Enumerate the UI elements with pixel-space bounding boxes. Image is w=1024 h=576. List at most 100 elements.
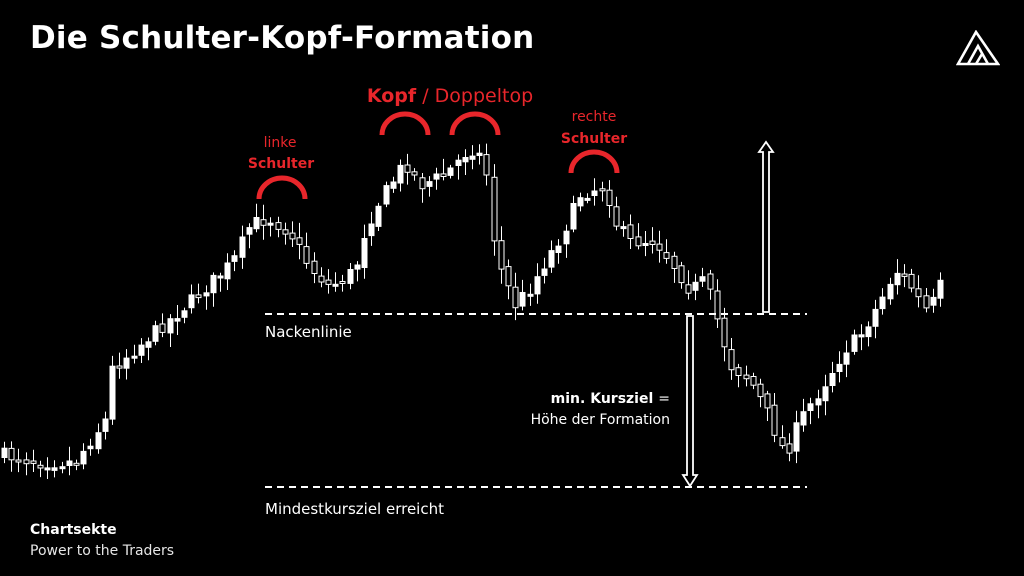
candle-body [203, 292, 210, 297]
candle-body [915, 288, 922, 298]
candle-body [51, 467, 58, 471]
candle-body [404, 164, 411, 173]
candle-body [102, 418, 109, 432]
candle-body [159, 323, 166, 333]
candle-body [527, 293, 534, 297]
target-reached-label: Mindestkursziel erreicht [265, 500, 444, 518]
candle-body [95, 432, 102, 450]
candle-body [318, 275, 325, 283]
candle-body [937, 279, 944, 299]
candle-body [649, 240, 656, 246]
candle-body [368, 223, 375, 237]
candle-body [707, 273, 714, 290]
candle-body [339, 281, 346, 284]
candle-body [800, 411, 807, 426]
candle-body [289, 232, 296, 240]
candle-body [620, 226, 627, 230]
candle-body [167, 318, 174, 334]
neckline-label: Nackenlinie [265, 323, 352, 341]
candle-body [714, 290, 721, 320]
candle-body [923, 295, 930, 309]
candle-body [656, 243, 663, 251]
brand-name: Chartsekte [30, 522, 117, 538]
candle-body [145, 341, 152, 348]
candle-body [577, 197, 584, 207]
candle-body [217, 275, 224, 279]
candle-body [253, 217, 260, 230]
candle-body [685, 284, 692, 294]
candle-body [303, 246, 310, 264]
candle-body [606, 189, 613, 206]
left-shoulder-label-top: linke [264, 135, 297, 151]
candle-body [613, 206, 620, 227]
candle-body [483, 154, 490, 176]
candle-body [23, 459, 30, 465]
candle-body [296, 237, 303, 245]
candle-body [901, 273, 908, 277]
candle-body [822, 386, 829, 402]
candle-body [930, 296, 937, 306]
candle-body [195, 294, 202, 299]
candle-body [131, 355, 138, 359]
candle-body [771, 404, 778, 436]
candle-body [152, 325, 159, 342]
candle-body [872, 308, 879, 327]
candle-body [570, 203, 577, 230]
candle-body [411, 171, 418, 176]
candle-body [793, 422, 800, 452]
candle-body [426, 181, 433, 187]
candle-body [534, 276, 541, 295]
candle-body [743, 374, 750, 380]
candle-body [282, 229, 289, 235]
candle-body [584, 197, 591, 201]
candle-body [519, 292, 526, 307]
candle-body [440, 173, 447, 177]
chartsekte-logo-icon [956, 30, 1000, 66]
candle-body [548, 250, 555, 268]
candle-body [699, 276, 706, 282]
candle-body [786, 443, 793, 454]
candle-body [836, 363, 843, 372]
candle-body [807, 403, 814, 411]
candle-body [505, 266, 512, 287]
candle-body [231, 255, 238, 262]
target-distance-arrow [681, 315, 699, 488]
left-shoulder-label-bottom: Schulter [248, 156, 314, 172]
target-label-bold: min. Kursziel [551, 391, 654, 407]
candle-body [80, 450, 87, 465]
candle-body [66, 460, 73, 466]
candle-body [15, 459, 22, 463]
candle-body [764, 393, 771, 409]
candle-body [354, 264, 361, 270]
candle-body [1, 447, 8, 459]
candle-body [188, 294, 195, 309]
candle-body [332, 283, 339, 287]
candle-body [138, 344, 145, 356]
candle-body [8, 447, 15, 461]
candle-body [908, 273, 915, 289]
candle-body [181, 310, 188, 318]
candle-body [491, 176, 498, 242]
candle-body [311, 260, 318, 275]
brand-tagline: Power to the Traders [30, 543, 175, 559]
candle-body [246, 227, 253, 235]
candle-body [174, 318, 181, 322]
candle-body [375, 205, 382, 227]
candle-body [591, 190, 598, 196]
candle-body [59, 466, 66, 470]
candle-body [750, 376, 757, 386]
candle-body [879, 296, 886, 310]
candle-body [678, 265, 685, 284]
candle-body [44, 467, 51, 471]
candle-body [728, 349, 735, 371]
candle-body [563, 230, 570, 245]
head-label: Kopf / Doppeltop [367, 85, 533, 107]
candle-body [512, 286, 519, 309]
candle-body [815, 398, 822, 406]
candle-body [347, 269, 354, 284]
head-label-bold: Kopf [367, 85, 417, 107]
candle-body [123, 357, 130, 369]
candle-body [462, 157, 469, 163]
candle-body [390, 181, 397, 189]
candle-body [260, 219, 267, 226]
